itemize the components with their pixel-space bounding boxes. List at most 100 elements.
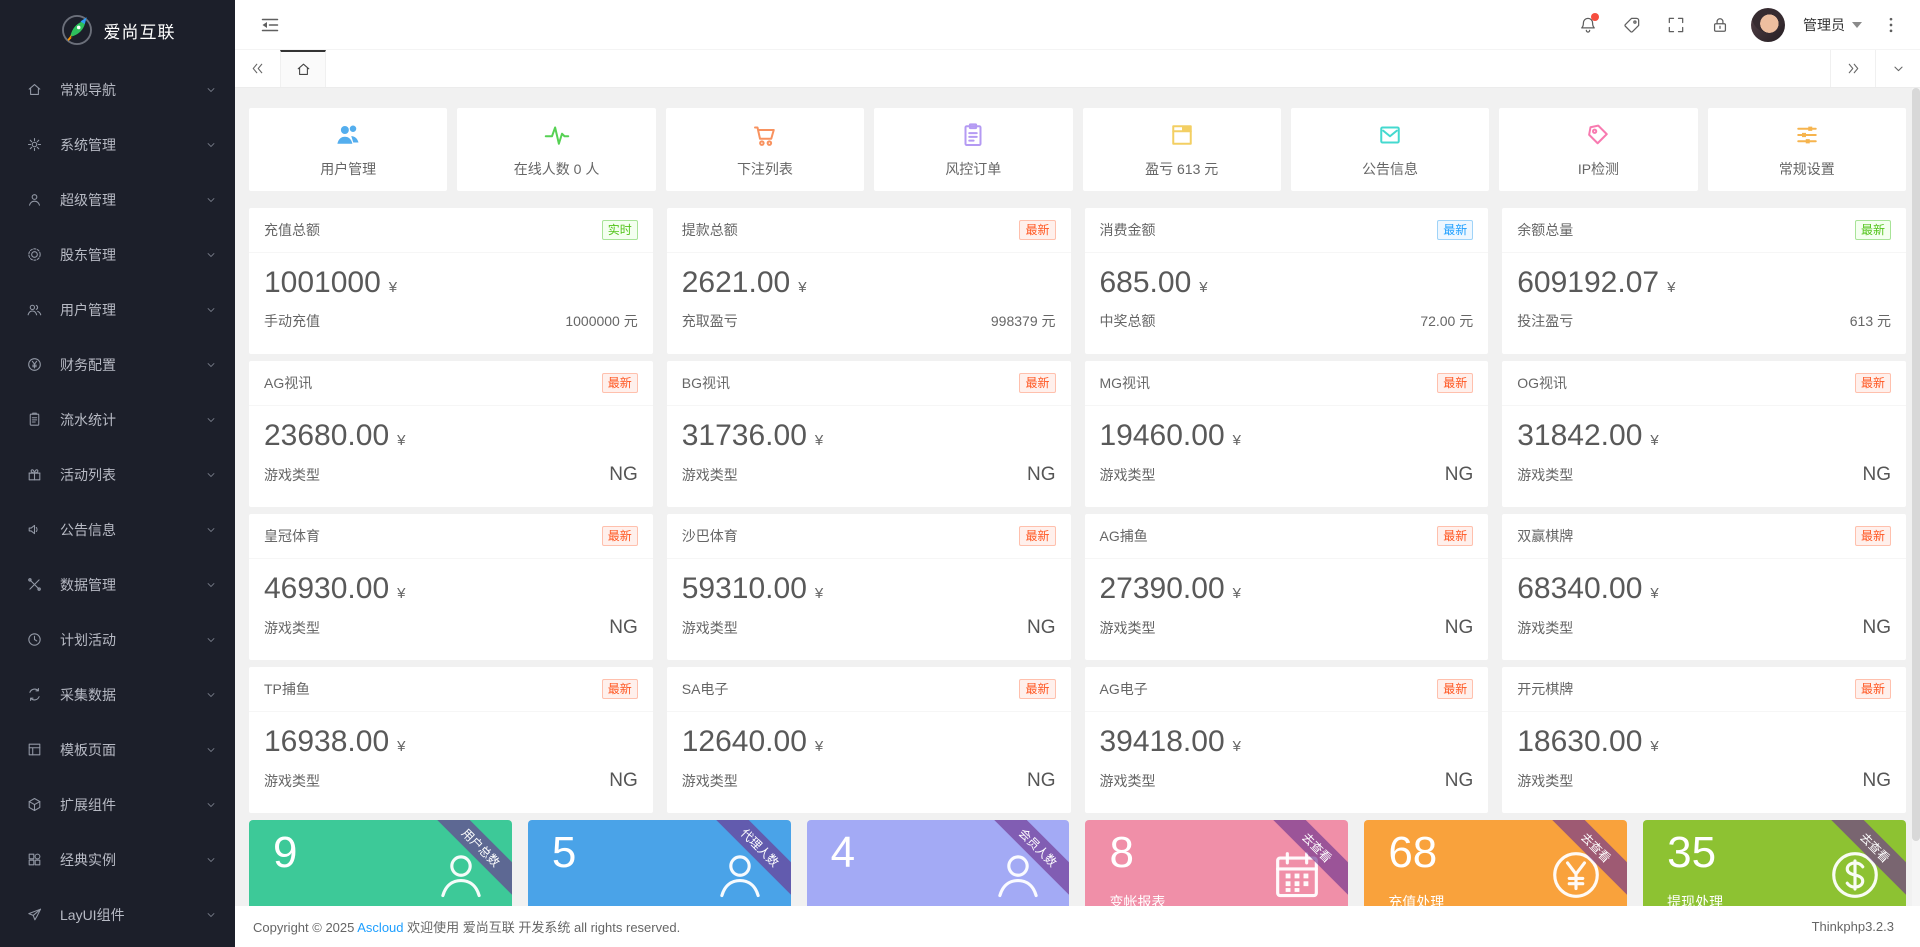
send-icon — [26, 906, 43, 923]
tab-strip — [326, 50, 1830, 87]
sidebar-item-plan[interactable]: 计划活动 — [0, 612, 235, 667]
quick-card-announcement[interactable]: 公告信息 — [1290, 108, 1490, 191]
currency-symbol: ¥ — [397, 432, 406, 449]
user-menu[interactable]: 管理员 — [1799, 15, 1866, 35]
horn-icon — [26, 521, 43, 538]
stat-card-footer-value: 72.00 元 — [1420, 313, 1474, 329]
currency-symbol: ¥ — [1232, 432, 1241, 449]
stat-card-footer-label: 手动充值 — [264, 313, 320, 329]
sidebar-item-activity[interactable]: 活动列表 — [0, 447, 235, 502]
tabs-scroll-right-button[interactable] — [1830, 50, 1875, 87]
sidebar-item-extension[interactable]: 扩展组件 — [0, 777, 235, 832]
sidebar-item-collect[interactable]: 采集数据 — [0, 667, 235, 722]
quick-card-ip-check[interactable]: IP检测 — [1499, 108, 1698, 191]
quick-card-profit[interactable]: 盈亏 613 元 — [1082, 108, 1281, 191]
fullscreen-button[interactable] — [1657, 6, 1695, 44]
summary-label: 变帐报表 — [1109, 894, 1166, 906]
summary-card-deposit-processing[interactable]: 68 充值处理 去查看 — [1364, 820, 1628, 906]
notifications-button[interactable] — [1569, 6, 1607, 44]
sidebar-item-template[interactable]: 模板页面 — [0, 722, 235, 777]
sidebar-item-nav[interactable]: 常规导航 — [0, 62, 235, 117]
sidebar-item-data-manage[interactable]: 数据管理 — [0, 557, 235, 612]
status-badge: 最新 — [1854, 679, 1891, 699]
sidebar-item-user-manage[interactable]: 用户管理 — [0, 282, 235, 337]
chevron-down-icon — [205, 579, 217, 591]
stat-card-consume-total: 消费金额 最新 685.00 ¥ 中奖总额 72.00 元 — [1084, 208, 1489, 354]
sidebar-item-flow-stats[interactable]: 流水统计 — [0, 392, 235, 447]
sidebar-item-shareholder[interactable]: 股东管理 — [0, 227, 235, 282]
stat-card-footer-label: 游戏类型 — [264, 620, 320, 636]
tab-home[interactable] — [280, 50, 326, 87]
chevron-down-icon — [205, 139, 217, 151]
more-menu-button[interactable] — [1872, 6, 1910, 44]
stat-card-kaiyuan-chess: 开元棋牌 最新 18630.00 ¥ 游戏类型 NG — [1502, 667, 1906, 813]
tags-button[interactable] — [1613, 6, 1651, 44]
cube-icon — [26, 796, 43, 813]
status-badge: 最新 — [1854, 373, 1891, 393]
chevron-down-icon — [205, 469, 217, 481]
chevron-down-icon — [205, 909, 217, 921]
status-badge: 最新 — [1019, 679, 1056, 699]
sidebar-toggle-button[interactable] — [251, 6, 289, 44]
chevron-down-icon — [205, 249, 217, 261]
ascloud-link[interactable]: Ascloud — [357, 920, 404, 935]
currency-symbol: ¥ — [1199, 279, 1208, 296]
stat-card-footer-value: 1000000 元 — [565, 313, 638, 329]
stat-card-value: 31842.00 ¥ — [1517, 419, 1659, 452]
stat-card-footer-label: 游戏类型 — [681, 467, 738, 483]
sidebar-item-layui[interactable]: LayUI组件 — [0, 887, 235, 942]
stat-card-withdraw-total: 提款总额 最新 2621.00 ¥ 充取盈亏 998379 元 — [666, 208, 1071, 354]
sidebar-item-super[interactable]: 超级管理 — [0, 172, 235, 227]
status-badge: 最新 — [1019, 220, 1056, 240]
status-badge: 最新 — [601, 526, 638, 546]
double-chevron-left-icon — [252, 63, 263, 74]
stat-card-title: SA电子 — [681, 681, 729, 697]
stat-card-title: 消费金额 — [1099, 222, 1156, 238]
tabs-scroll-left-button[interactable] — [235, 50, 280, 87]
stat-card-value: 27390.00 ¥ — [1099, 572, 1241, 605]
stats-grid: 充值总额 实时 1001000 ¥ 手动充值 1000000 元 提款总额 最新 262… — [249, 208, 1906, 813]
summary-card-withdraw-processing[interactable]: 35 提现处理 去查看 — [1643, 820, 1906, 906]
brand-logo: 爱尚互联 — [0, 0, 235, 60]
quick-card-risk-orders[interactable]: 风控订单 — [874, 108, 1073, 191]
quick-card-user-manage[interactable]: 用户管理 — [249, 108, 448, 191]
summary-label: 提现处理 — [1667, 894, 1724, 906]
currency-symbol: ¥ — [814, 432, 824, 449]
lock-icon — [1713, 17, 1727, 32]
summary-card-agents[interactable]: 5 代理人数 — [527, 820, 791, 906]
avatar[interactable] — [1751, 7, 1785, 42]
notification-dot — [1591, 12, 1599, 21]
summary-card-total-users[interactable]: 9 用户总数 — [249, 820, 512, 906]
summary-value: 4 — [830, 828, 856, 877]
quick-card-online-users[interactable]: 在线人数 0 人 — [457, 108, 656, 191]
stat-card-title: 提款总额 — [681, 222, 738, 238]
stat-card-value: 31736.00 ¥ — [681, 419, 824, 452]
scrollbar-thumb[interactable] — [1912, 88, 1920, 841]
tag-icon — [1588, 124, 1609, 145]
quick-card-settings[interactable]: 常规设置 — [1707, 108, 1906, 191]
gear-icon — [26, 136, 43, 153]
summary-card-members[interactable]: 4 会员人数 — [806, 820, 1070, 906]
person-icon — [432, 846, 490, 904]
sidebar-item-examples[interactable]: 经典实例 — [0, 832, 235, 887]
stat-card-footer-label: 游戏类型 — [1099, 773, 1156, 789]
stat-card-og-video: OG视讯 最新 31842.00 ¥ 游戏类型 NG — [1502, 361, 1906, 507]
stat-card-footer-value: NG — [1027, 770, 1056, 791]
sidebar-item-announcement[interactable]: 公告信息 — [0, 502, 235, 557]
sidebar-item-finance[interactable]: 财务配置 — [0, 337, 235, 392]
chevron-down-icon — [205, 84, 217, 96]
sidebar-item-system[interactable]: 系统管理 — [0, 117, 235, 172]
dashboard-content: 用户管理 在线人数 0 人 下注列表 风控订单 盈亏 613 元 — [235, 88, 1920, 906]
tabs-menu-button[interactable] — [1875, 50, 1920, 87]
yen-circle-icon — [26, 356, 43, 373]
chevron-down-icon — [205, 359, 217, 371]
summary-row: 9 用户总数 5 代理人数 4 会员人数 — [249, 820, 1906, 906]
summary-card-account-report[interactable]: 8 变帐报表 去查看 — [1085, 820, 1349, 906]
vertical-scrollbar[interactable] — [1912, 88, 1920, 906]
quick-card-bet-list[interactable]: 下注列表 — [665, 108, 865, 191]
lock-screen-button[interactable] — [1701, 6, 1739, 44]
home-icon — [26, 81, 43, 98]
copyright: Copyright © 2025 Ascloud 欢迎使用 爱尚互联 开发系统 … — [253, 920, 681, 935]
stat-card-footer-value: NG — [609, 464, 638, 485]
currency-symbol: ¥ — [1650, 738, 1659, 755]
